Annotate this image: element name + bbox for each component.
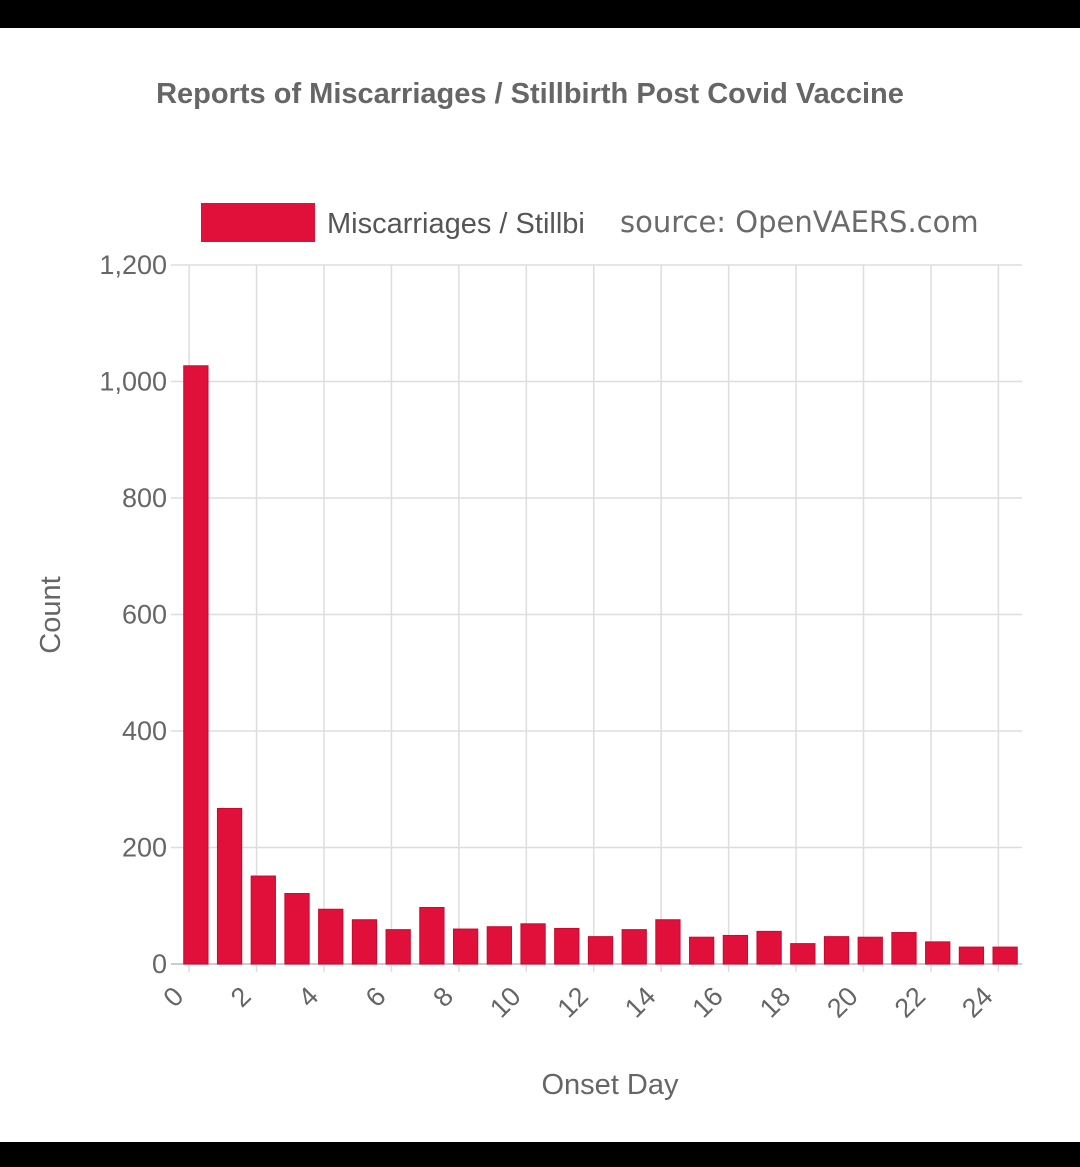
y-tick-label: 1,000 bbox=[99, 367, 167, 397]
x-tick-label: 0 bbox=[158, 981, 190, 1013]
x-tick-label: 2 bbox=[225, 981, 257, 1013]
y-tick-label: 400 bbox=[122, 716, 167, 746]
bar-day-3[interactable] bbox=[284, 893, 310, 965]
bar-day-6[interactable] bbox=[385, 929, 411, 965]
legend[interactable]: Miscarriages / Stillbi bbox=[201, 203, 585, 242]
bar-day-2[interactable] bbox=[250, 875, 276, 965]
bar-day-22[interactable] bbox=[925, 941, 951, 965]
bar-day-18[interactable] bbox=[790, 943, 816, 965]
x-tick-label: 24 bbox=[956, 981, 998, 1023]
legend-label: Miscarriages / Stillbi bbox=[327, 208, 585, 240]
bar-day-24[interactable] bbox=[992, 946, 1018, 965]
bar-day-10[interactable] bbox=[520, 923, 546, 965]
bar-day-12[interactable] bbox=[587, 936, 614, 965]
x-tick-label: 8 bbox=[427, 981, 459, 1013]
bar-day-11[interactable] bbox=[554, 927, 580, 965]
watermark: source: OpenVAERS.com bbox=[620, 205, 979, 239]
bar-day-14[interactable] bbox=[655, 919, 681, 965]
bar-day-16[interactable] bbox=[722, 934, 749, 965]
bars bbox=[183, 365, 1018, 965]
x-tick-label: 6 bbox=[360, 981, 392, 1013]
x-tick-label: 14 bbox=[619, 981, 661, 1023]
x-tick-label: 12 bbox=[552, 981, 594, 1023]
x-axis-label: Onset Day bbox=[542, 1069, 679, 1101]
x-tick-label: 20 bbox=[821, 981, 863, 1023]
x-tick-label: 22 bbox=[889, 981, 931, 1023]
y-tick-label: 1,200 bbox=[99, 250, 167, 280]
bar-day-5[interactable] bbox=[351, 919, 378, 965]
y-tick-label: 800 bbox=[122, 483, 167, 513]
bar-day-7[interactable] bbox=[419, 906, 445, 965]
bar-day-9[interactable] bbox=[486, 926, 512, 965]
bar-day-19[interactable] bbox=[823, 936, 850, 965]
y-tick-label: 200 bbox=[122, 833, 167, 863]
x-tick-label: 10 bbox=[484, 981, 526, 1023]
x-tick-label: 4 bbox=[292, 981, 324, 1013]
x-axis-ticks: 0 2 4 6 8 10 12 14 16 18 20 22 24 bbox=[158, 981, 999, 1023]
bar-day-1[interactable] bbox=[216, 807, 243, 965]
chart-title: Reports of Miscarriages / Stillbirth Pos… bbox=[156, 78, 904, 110]
bar-day-20[interactable] bbox=[857, 936, 883, 965]
y-axis-label: Count bbox=[35, 576, 67, 653]
bar-day-4[interactable] bbox=[318, 908, 344, 965]
legend-swatch bbox=[201, 203, 315, 242]
x-tick-label: 16 bbox=[686, 981, 728, 1023]
y-tick-label: 0 bbox=[152, 949, 167, 979]
bar-day-0[interactable] bbox=[183, 365, 209, 965]
bar-day-17[interactable] bbox=[756, 930, 782, 965]
grid-lines bbox=[171, 264, 1022, 972]
y-tick-label: 600 bbox=[122, 600, 167, 630]
bar-day-8[interactable] bbox=[452, 928, 479, 965]
bar-day-21[interactable] bbox=[891, 932, 917, 965]
x-tick-label: 18 bbox=[754, 981, 796, 1023]
bar-day-23[interactable] bbox=[958, 946, 985, 965]
bar-day-15[interactable] bbox=[689, 936, 715, 965]
y-axis-ticks: 0 200 400 600 800 1,000 1,200 bbox=[99, 250, 167, 979]
watermark-background bbox=[614, 196, 1034, 246]
bar-day-13[interactable] bbox=[621, 929, 647, 965]
